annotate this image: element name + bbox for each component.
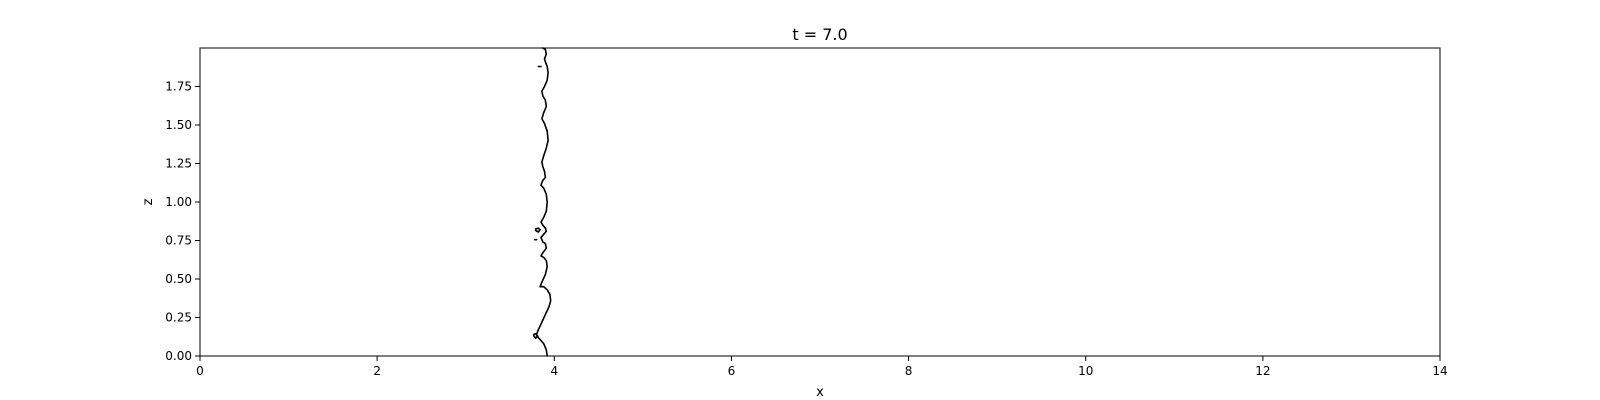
x-tick-label: 10	[1078, 364, 1093, 378]
x-tick-label: 8	[905, 364, 913, 378]
x-tick-label: 2	[373, 364, 381, 378]
x-tick-label: 6	[728, 364, 736, 378]
contour-line-0	[535, 47, 552, 357]
y-tick-label: 0.00	[165, 349, 192, 363]
y-axis: 0.00 0.25 0.50 0.75 1.00 1.25 1.50 1.75	[165, 80, 200, 363]
x-tick-label: 12	[1255, 364, 1270, 378]
x-axis: 0 2 4 6 8 10 12 14	[196, 356, 1448, 378]
contour-line-2	[534, 227, 541, 233]
y-tick-label: 1.25	[165, 157, 192, 171]
chart-title: t = 7.0	[792, 25, 847, 44]
x-tick-label: 0	[196, 364, 204, 378]
y-tick-label: 0.50	[165, 272, 192, 286]
y-axis-label: z	[141, 198, 156, 205]
x-tick-label: 4	[550, 364, 558, 378]
y-tick-label: 0.25	[165, 311, 192, 325]
plot-content	[533, 47, 552, 357]
y-tick-label: 1.75	[165, 80, 192, 94]
contour-line-1	[533, 332, 539, 340]
y-tick-label: 0.75	[165, 234, 192, 248]
y-tick-label: 1.50	[165, 118, 192, 132]
x-tick-label: 14	[1432, 364, 1447, 378]
x-axis-label: x	[816, 385, 824, 400]
y-tick-label: 1.00	[165, 195, 192, 209]
